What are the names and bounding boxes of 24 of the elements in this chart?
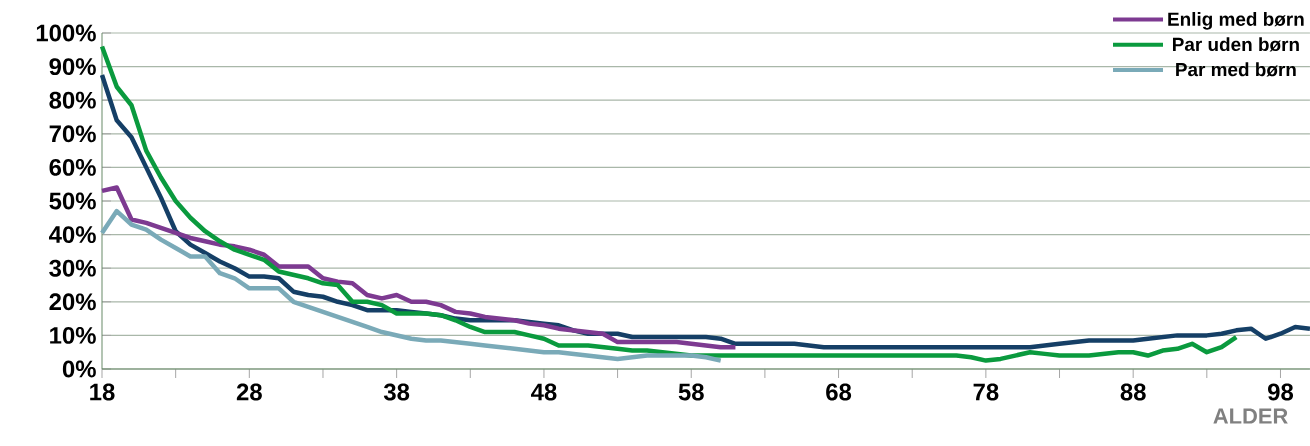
x-tick-label: 28 bbox=[236, 383, 262, 401]
x-tick-label: 58 bbox=[678, 383, 704, 401]
y-tick-label: 50% bbox=[49, 192, 96, 210]
y-tick-label: 20% bbox=[49, 293, 96, 311]
y-tick-label: 100% bbox=[36, 24, 96, 42]
legend-label: Par uden børn bbox=[1172, 37, 1299, 52]
legend-label: Par med børn bbox=[1176, 62, 1296, 77]
y-tick-label: 90% bbox=[49, 58, 96, 76]
x-tick-label: 78 bbox=[973, 383, 999, 401]
y-tick-label: 80% bbox=[49, 91, 96, 109]
y-tick-label: 60% bbox=[49, 158, 96, 176]
legend-label: Enlig med børn bbox=[1168, 11, 1304, 30]
x-tick-label: 68 bbox=[826, 383, 852, 401]
x-tick-label: 48 bbox=[531, 383, 557, 401]
x-tick-label: 38 bbox=[383, 383, 410, 401]
y-tick-label: 30% bbox=[49, 259, 96, 277]
x-tick-label: 88 bbox=[1120, 383, 1146, 401]
x-tick-label: 18 bbox=[90, 383, 115, 401]
y-tick-label: 40% bbox=[49, 226, 96, 244]
y-tick-label: 10% bbox=[50, 326, 96, 344]
y-tick-label: 70% bbox=[49, 125, 96, 143]
x-axis-title: ALDER bbox=[1213, 408, 1288, 424]
x-tick-label: 98 bbox=[1268, 383, 1294, 401]
y-tick-label: 0% bbox=[62, 360, 96, 378]
